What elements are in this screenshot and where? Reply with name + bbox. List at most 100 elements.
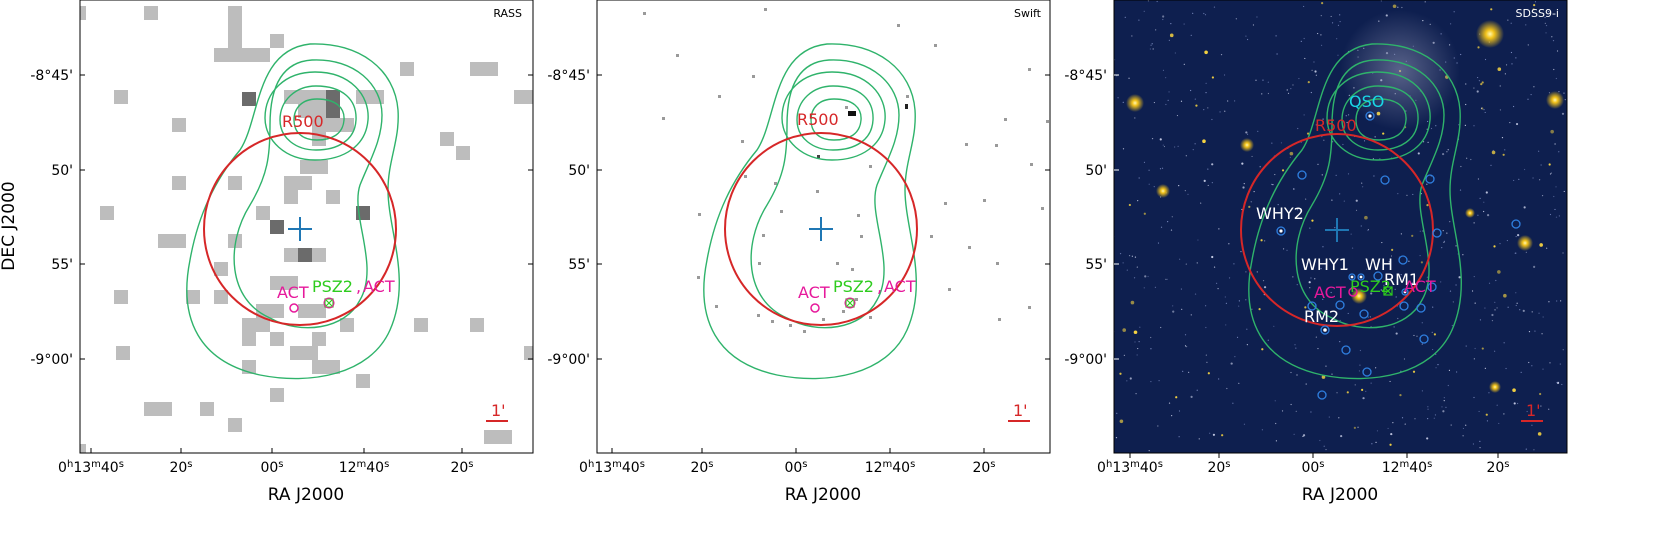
star-dot — [1256, 271, 1258, 273]
star-dot — [1122, 328, 1127, 332]
star-dot — [1336, 392, 1338, 394]
star-dot — [1295, 347, 1297, 349]
star-dot — [1421, 343, 1423, 345]
star-dot — [1533, 449, 1535, 451]
star-dot — [1162, 15, 1165, 18]
star-dot — [1558, 151, 1560, 153]
star-dot — [1183, 63, 1185, 65]
star-dot — [1518, 178, 1520, 180]
star-dot — [1204, 50, 1208, 55]
star-dot — [1185, 155, 1187, 157]
star-dot — [1168, 91, 1170, 93]
star-dot — [1552, 40, 1555, 42]
star-dot — [1458, 124, 1460, 126]
star-dot — [1174, 52, 1176, 54]
star-dot — [1523, 206, 1526, 209]
plus-cross-icon — [809, 217, 833, 241]
star-dot — [1303, 114, 1305, 116]
star-dot — [1205, 305, 1207, 307]
star-dot — [1339, 14, 1341, 16]
star-dot — [1290, 403, 1292, 406]
star-dot — [1473, 396, 1475, 399]
star-dot — [1441, 247, 1443, 249]
star-dot — [1394, 288, 1396, 290]
star-dot — [1427, 418, 1429, 420]
star-dot — [1544, 16, 1546, 19]
star-dot — [1525, 24, 1527, 26]
star-dot — [1280, 208, 1283, 210]
star-dot — [1286, 249, 1288, 251]
star-dot — [1427, 141, 1429, 144]
star-dot — [1177, 145, 1179, 147]
star-dot — [1441, 406, 1443, 408]
star-dot — [1331, 373, 1333, 375]
star-dot — [1207, 372, 1210, 375]
star-dot — [1484, 58, 1487, 61]
star-dot — [1479, 440, 1481, 442]
star-dot — [1355, 209, 1358, 211]
star-dot — [1196, 389, 1198, 391]
star-dot — [1548, 163, 1551, 166]
star-dot — [1485, 413, 1488, 416]
star-dot — [1309, 287, 1311, 289]
star-dot — [1293, 433, 1295, 435]
panel-sdss: QSO R500 WHY2 WHY1 WH RM1 ACT PSZ2 ACT R… — [1064, 0, 1568, 505]
star-dot — [1259, 166, 1261, 168]
rm1-label: RM1 — [1384, 270, 1419, 289]
star-dot — [1225, 302, 1227, 304]
star-dot — [1545, 24, 1548, 27]
star-dot — [1556, 382, 1558, 384]
star-dot — [1240, 251, 1242, 253]
star-dot — [1395, 296, 1397, 298]
panel-tag: Swift — [1014, 7, 1042, 20]
star-dot — [1511, 63, 1513, 65]
star-dot — [1480, 83, 1483, 86]
star-dot — [1314, 70, 1317, 73]
star-dot — [1537, 432, 1542, 436]
star-dot — [1211, 255, 1214, 259]
star-dot — [1483, 109, 1485, 111]
star-dot — [1264, 240, 1266, 242]
star-dot — [1532, 177, 1534, 179]
star-dot — [1317, 32, 1319, 35]
star-dot — [1166, 278, 1168, 280]
star-dot — [1343, 200, 1345, 202]
star-dot — [1389, 380, 1391, 383]
star-dot — [1236, 336, 1239, 339]
star-dot — [1555, 186, 1557, 188]
star-dot — [1267, 339, 1269, 341]
star-dot — [1497, 67, 1502, 72]
star-dot — [1375, 441, 1377, 443]
star-dot — [1477, 46, 1480, 49]
star-dot — [1302, 435, 1304, 437]
star-dot — [1562, 349, 1564, 351]
star-dot — [1181, 308, 1183, 310]
star-dot — [1176, 114, 1179, 117]
star-dot — [1515, 122, 1519, 126]
star-dot — [1171, 216, 1173, 218]
star-dot — [1143, 212, 1146, 215]
star-dot — [1130, 300, 1135, 305]
star-dot — [1182, 370, 1184, 372]
star-dot — [1206, 361, 1208, 363]
star-dot — [1167, 221, 1169, 223]
star-dot — [1432, 348, 1434, 351]
r500-label: R500 — [797, 110, 839, 129]
star-dot — [1160, 226, 1163, 228]
star-dot — [1373, 175, 1375, 177]
star-dot — [1497, 270, 1501, 274]
star-dot — [1337, 54, 1339, 56]
star-dot — [1561, 383, 1563, 386]
star-dot — [1395, 332, 1398, 335]
star-dot — [1361, 388, 1364, 391]
star-dot — [1309, 227, 1311, 229]
star-dot — [1531, 365, 1533, 367]
scale-label: 1' — [1013, 401, 1028, 420]
star-dot — [1360, 225, 1362, 227]
star-dot — [1525, 251, 1527, 253]
star-dot — [1150, 44, 1152, 46]
star-dot — [1185, 346, 1188, 348]
star-dot — [1465, 345, 1467, 347]
star-dot — [1473, 87, 1475, 89]
star-dot — [1246, 133, 1249, 135]
